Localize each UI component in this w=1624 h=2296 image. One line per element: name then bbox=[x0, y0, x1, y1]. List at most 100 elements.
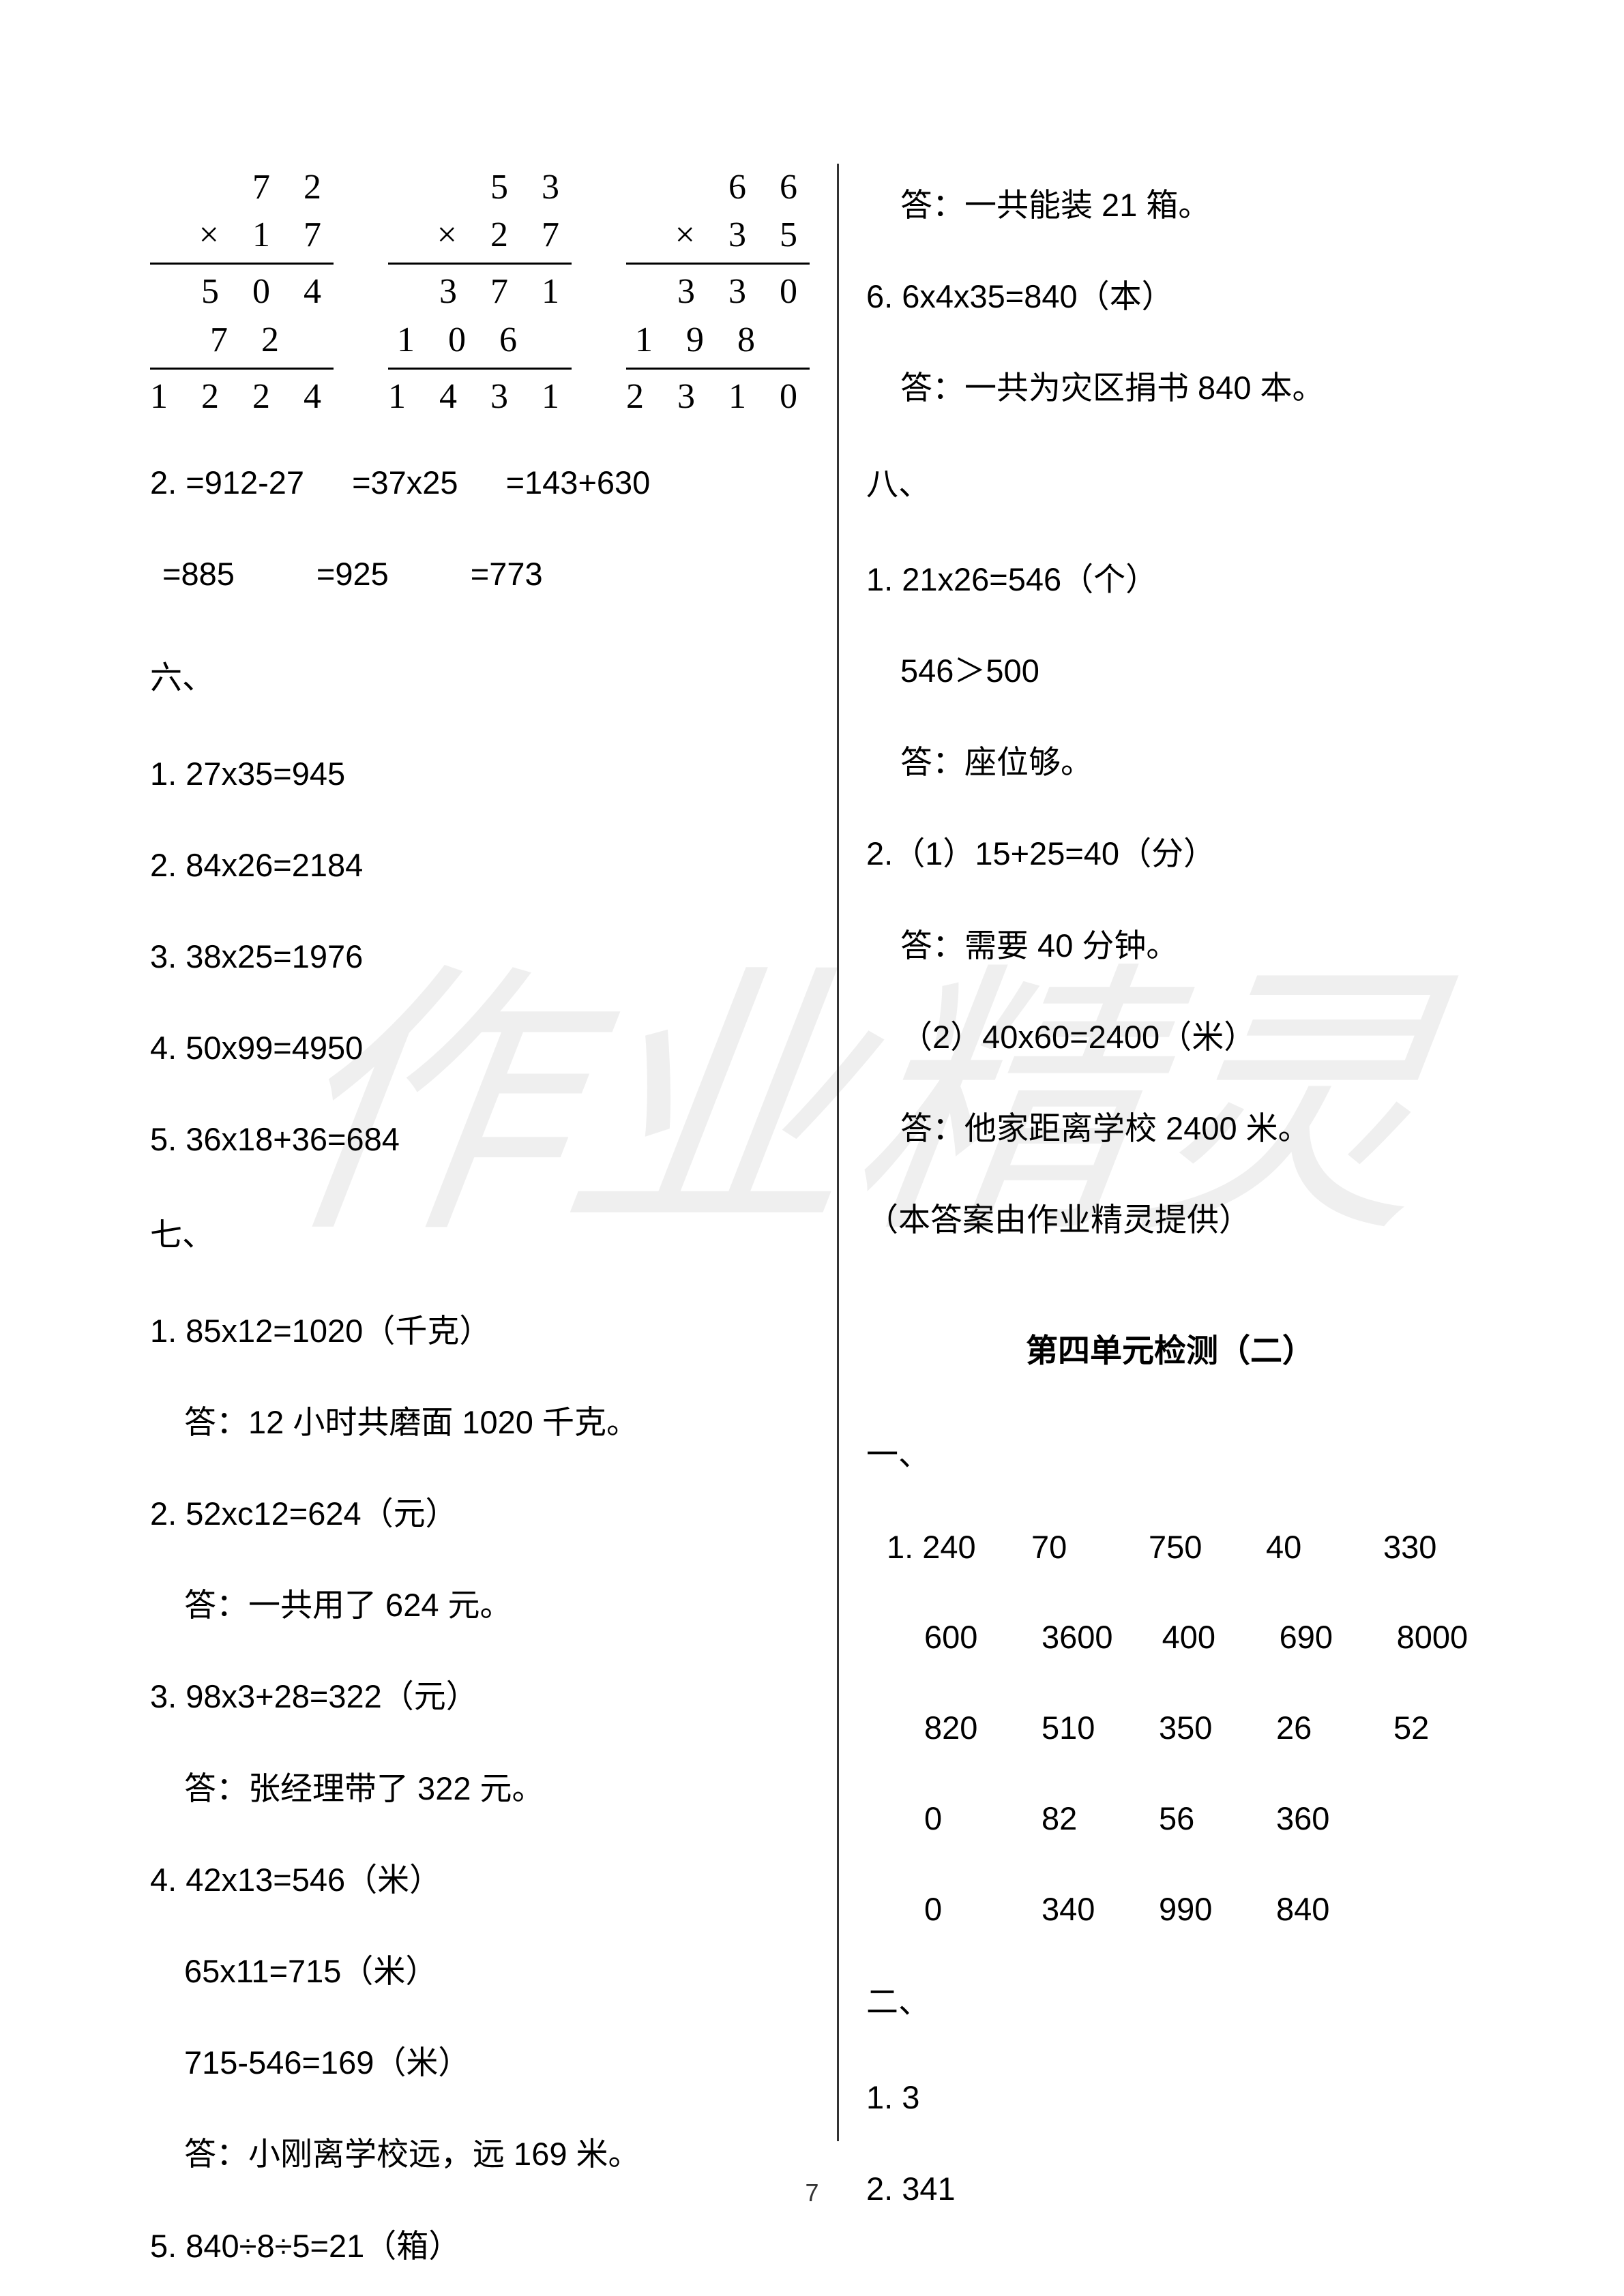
table-cell: 330 bbox=[1383, 1509, 1451, 1586]
table-cell: 360 bbox=[1276, 1780, 1344, 1858]
answer-text: 答：一共用了 624 元。 bbox=[150, 1564, 810, 1647]
page-number: 7 bbox=[805, 2179, 818, 2207]
table-row: 1. 240 70 750 40 330 bbox=[887, 1509, 1474, 1586]
table-cell: 82 bbox=[1042, 1780, 1110, 1858]
answer-line: 4. 50x99=4950 bbox=[150, 1007, 810, 1090]
mult-operand: 6 6 bbox=[626, 164, 810, 211]
table-cell: 840 bbox=[1276, 1871, 1344, 1948]
table-cell: 56 bbox=[1159, 1780, 1227, 1858]
answer-line: 5. 36x18+36=684 bbox=[150, 1098, 810, 1181]
section-b-header: 二、 bbox=[866, 1960, 1474, 2044]
table-row: 600 3600 400 690 8000 bbox=[887, 1599, 1474, 1676]
table-row: 0 340 990 840 bbox=[887, 1871, 1474, 1948]
table-row: 0 82 56 360 bbox=[887, 1780, 1474, 1858]
answer-line: 3. 98x3+28=322（元） bbox=[150, 1655, 810, 1738]
calc-step: 2. =912-27 bbox=[150, 441, 304, 524]
mult-operand: 5 3 bbox=[388, 164, 572, 211]
mult-operand: 7 2 bbox=[150, 164, 334, 211]
section-a-header: 一、 bbox=[866, 1413, 1474, 1496]
mult-rule bbox=[388, 263, 572, 265]
unit-title: 第四单元检测（二） bbox=[866, 1309, 1474, 1392]
mult-operand: × 2 7 bbox=[388, 211, 572, 259]
mult-problem-1: 7 2 × 1 7 5 0 4 7 2 1 2 2 4 bbox=[150, 164, 334, 421]
answer-line: 5. 840÷8÷5=21（箱） bbox=[150, 2205, 810, 2288]
table-cell: 510 bbox=[1042, 1690, 1110, 1767]
answer-line: 2. 341 bbox=[866, 2147, 1474, 2231]
calc-result: =773 bbox=[471, 533, 543, 616]
answer-line: 546＞500 bbox=[866, 629, 1474, 713]
page-container: 7 2 × 1 7 5 0 4 7 2 1 2 2 4 5 3 × 2 7 3 … bbox=[0, 0, 1624, 2296]
answer-line: 6. 6x4x35=840（本） bbox=[866, 255, 1474, 338]
table-cell: 990 bbox=[1159, 1871, 1227, 1948]
mult-partial: 5 0 4 bbox=[150, 268, 334, 316]
answer-line: （2）40x60=2400（米） bbox=[866, 996, 1474, 1079]
mult-rule bbox=[388, 368, 572, 370]
answer-line: 2. 84x26=2184 bbox=[150, 824, 810, 907]
mult-result: 1 2 2 4 bbox=[150, 373, 334, 421]
mult-partial: 1 0 6 bbox=[388, 316, 572, 364]
answer-line: 1. 3 bbox=[866, 2056, 1474, 2139]
answer-line: 3. 38x25=1976 bbox=[150, 915, 810, 998]
section-7-header: 七、 bbox=[150, 1193, 810, 1277]
q2-row2: =885 =925 =773 bbox=[150, 533, 810, 624]
mult-result: 1 4 3 1 bbox=[388, 373, 572, 421]
mult-problem-2: 5 3 × 2 7 3 7 1 1 0 6 1 4 3 1 bbox=[388, 164, 572, 421]
answer-line: 2.（1）15+25=40（分） bbox=[866, 812, 1474, 895]
table-cell: 690 bbox=[1280, 1599, 1348, 1676]
table-cell: 0 bbox=[924, 1780, 992, 1858]
mult-rule bbox=[150, 263, 334, 265]
mult-rule bbox=[626, 263, 810, 265]
answer-line: 1. 85x12=1020（千克） bbox=[150, 1289, 810, 1373]
calc-step: =143+630 bbox=[506, 441, 651, 524]
table-cell: 400 bbox=[1162, 1599, 1230, 1676]
answer-line: 2. 52xc12=624（元） bbox=[150, 1472, 810, 1555]
table-cell: 26 bbox=[1276, 1690, 1344, 1767]
table-cell: 350 bbox=[1159, 1690, 1227, 1767]
section-8-header: 八、 bbox=[866, 443, 1474, 526]
mult-rule bbox=[150, 368, 334, 370]
section-6-header: 六、 bbox=[150, 636, 810, 719]
mult-result: 2 3 1 0 bbox=[626, 373, 810, 421]
number-table: 1. 240 70 750 40 330 600 3600 400 690 80… bbox=[866, 1509, 1474, 1948]
multiplication-problems: 7 2 × 1 7 5 0 4 7 2 1 2 2 4 5 3 × 2 7 3 … bbox=[150, 164, 810, 421]
answer-line: 715-546=169（米） bbox=[150, 2021, 810, 2104]
answer-text: 答：一共为灾区捐书 840 本。 bbox=[866, 346, 1474, 430]
answer-text: 答：座位够。 bbox=[866, 721, 1474, 804]
table-cell: 40 bbox=[1266, 1509, 1334, 1586]
table-cell: 600 bbox=[924, 1599, 992, 1676]
table-cell: 70 bbox=[1031, 1509, 1099, 1586]
mult-partial: 3 7 1 bbox=[388, 268, 572, 316]
calc-result: =885 bbox=[162, 533, 235, 616]
table-cell: 52 bbox=[1393, 1690, 1462, 1767]
table-cell: 820 bbox=[924, 1690, 992, 1767]
answer-text: 答：需要 40 分钟。 bbox=[866, 904, 1474, 987]
table-cell: 0 bbox=[924, 1871, 992, 1948]
answer-text: 答：小刚离学校远，远 169 米。 bbox=[150, 2113, 810, 2196]
table-cell: 340 bbox=[1042, 1871, 1110, 1948]
answer-text: 答：12 小时共磨面 1020 千克。 bbox=[150, 1381, 810, 1464]
answer-line: 1. 21x26=546（个） bbox=[866, 538, 1474, 621]
mult-operand: × 1 7 bbox=[150, 211, 334, 259]
table-cell: 1. 240 bbox=[887, 1509, 982, 1586]
answer-line: 1. 27x35=945 bbox=[150, 732, 810, 816]
mult-operand: × 3 5 bbox=[626, 211, 810, 259]
answer-line: 4. 42x13=546（米） bbox=[150, 1838, 810, 1922]
answer-text: 答：他家距离学校 2400 米。 bbox=[866, 1087, 1474, 1170]
answer-text: 答：张经理带了 322 元。 bbox=[150, 1747, 810, 1830]
mult-partial: 3 3 0 bbox=[626, 268, 810, 316]
table-row: 820 510 350 26 52 bbox=[887, 1690, 1474, 1767]
answer-line: 65x11=715（米） bbox=[150, 1930, 810, 2013]
mult-rule bbox=[626, 368, 810, 370]
credit-text: （本答案由作业精灵提供） bbox=[866, 1178, 1474, 1262]
q2-row1: 2. =912-27 =37x25 =143+630 bbox=[150, 441, 810, 533]
calc-result: =925 bbox=[316, 533, 389, 616]
left-column: 7 2 × 1 7 5 0 4 7 2 1 2 2 4 5 3 × 2 7 3 … bbox=[123, 164, 837, 2228]
table-cell: 8000 bbox=[1397, 1599, 1468, 1676]
mult-partial: 1 9 8 bbox=[626, 316, 810, 364]
table-cell bbox=[1393, 1871, 1462, 1948]
calc-step: =37x25 bbox=[352, 441, 458, 524]
answer-text: 答：一共能装 21 箱。 bbox=[866, 164, 1474, 247]
table-cell: 3600 bbox=[1042, 1599, 1113, 1676]
mult-partial: 7 2 bbox=[150, 316, 334, 364]
right-column: 答：一共能装 21 箱。 6. 6x4x35=840（本） 答：一共为灾区捐书 … bbox=[839, 164, 1501, 2228]
